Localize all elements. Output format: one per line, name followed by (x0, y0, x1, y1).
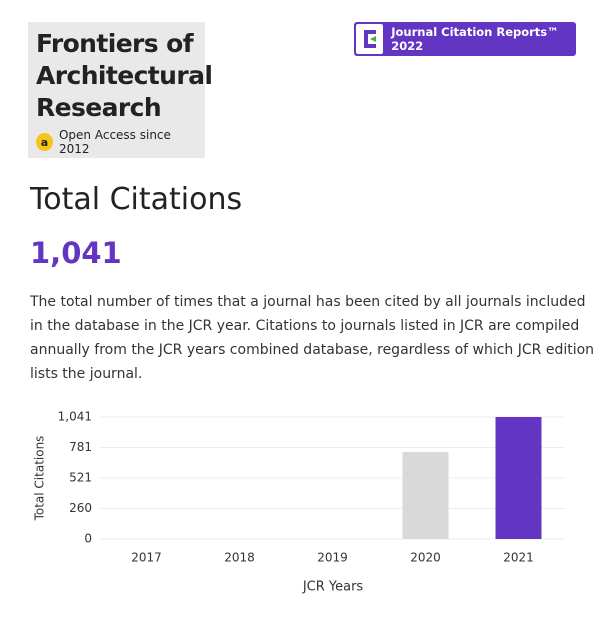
metric-description: The total number of times that a journal… (30, 294, 595, 382)
chart: Total Citations JCR Years 0 260 521 781 1,04… (33, 410, 565, 595)
bar (495, 417, 542, 539)
open-access: a Open Access since 2012 (36, 128, 197, 156)
x-tick-label: 2017 (131, 551, 162, 565)
journal-box: Frontiers of Architectural Research a Ope… (28, 22, 213, 158)
journal-title: Frontiers of Architectural Research (36, 29, 213, 122)
y-axis-label: Total Citations (33, 436, 47, 522)
x-tick-label: 2020 (410, 551, 441, 565)
y-tick-label: 781 (69, 440, 92, 454)
x-tick-label: 2021 (503, 551, 534, 565)
metric-value: 1,041 (30, 236, 122, 270)
oa-icon: a (36, 133, 53, 151)
x-tick-label: 2018 (224, 551, 255, 565)
open-access-text: Open Access since 2012 (58, 128, 171, 156)
x-tick-label: 2019 (317, 551, 348, 565)
jcr-badge[interactable]: Journal Citation Reports™ 2022 (354, 22, 576, 56)
y-tick-label: 1,041 (58, 410, 92, 424)
y-tick-label: 0 (84, 532, 92, 546)
x-axis-label: JCR Years (302, 580, 364, 595)
y-tick-label: 260 (69, 501, 92, 515)
bar (402, 452, 449, 539)
metric-heading: Total Citations (30, 182, 243, 217)
badge-text: Journal Citation Reports™ 2022 (391, 25, 559, 53)
y-tick-label: 521 (69, 470, 92, 484)
jcr-logo (356, 24, 384, 54)
